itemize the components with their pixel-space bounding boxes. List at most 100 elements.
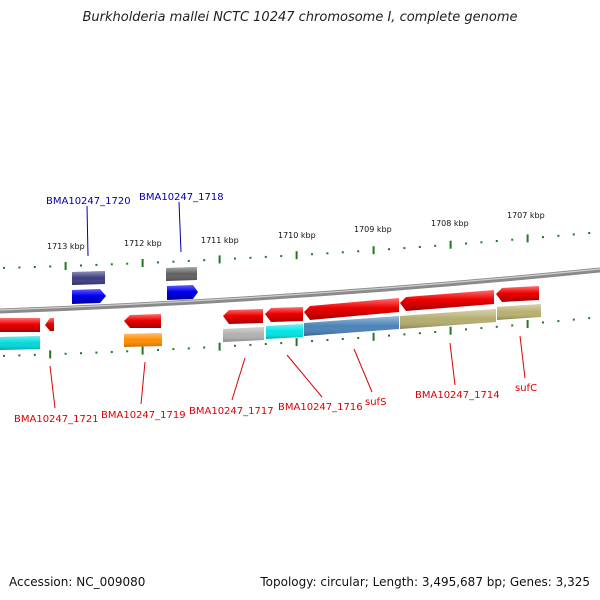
reverse-cog-bars [0, 304, 541, 350]
gene-label: sufC [515, 383, 537, 394]
minor-tick [172, 260, 175, 263]
cds-forward-arrow [72, 289, 106, 304]
minor-tick [64, 352, 67, 355]
minor-tick [126, 350, 129, 353]
minor-tick [341, 251, 344, 254]
minor-tick [80, 264, 82, 267]
minor-tick [357, 336, 360, 339]
major-tick [526, 320, 529, 328]
major-tick [218, 342, 221, 351]
minor-tick [264, 343, 267, 345]
chromosome-backbone [0, 267, 600, 314]
major-tick [141, 259, 144, 267]
minor-tick [249, 256, 252, 259]
gene-label: BMA10247_1714 [415, 390, 500, 401]
major-tick [141, 346, 144, 355]
minor-tick [572, 318, 575, 321]
major-tick [526, 234, 529, 243]
minor-tick [511, 324, 514, 327]
minor-tick [33, 353, 36, 356]
minor-tick [172, 348, 175, 351]
minor-tick [326, 339, 329, 341]
minor-tick [95, 351, 98, 354]
reverse-cds[interactable] [0, 286, 539, 332]
minor-tick [203, 259, 206, 262]
cds-forward-arrow [167, 285, 198, 300]
minor-tick [465, 242, 467, 245]
minor-tick [557, 320, 560, 323]
gene-label: BMA10247_1717 [189, 406, 274, 417]
minor-tick [280, 342, 283, 345]
forward-cds[interactable] [72, 285, 198, 304]
kbp-label: 1711 kbp [201, 236, 239, 245]
minor-tick [357, 250, 360, 253]
figure-title: Burkholderia mallei NCTC 10247 chromosom… [82, 10, 518, 25]
minor-tick [480, 327, 483, 330]
kbp-label: 1708 kbp [431, 219, 469, 228]
forward-gene-labels: BMA10247_1720 BMA10247_1718 [46, 192, 224, 257]
minor-tick [434, 244, 437, 247]
major-tick [449, 326, 452, 335]
minor-tick [311, 253, 313, 256]
minor-tick [388, 248, 390, 251]
major-tick [372, 246, 375, 255]
minor-tick [588, 232, 591, 234]
minor-tick [249, 343, 252, 346]
lower-tick-ruler [3, 317, 591, 359]
kbp-labels: 1713 kbp 1712 kbp 1711 kbp 1710 kbp 1709… [47, 211, 545, 251]
minor-tick [326, 252, 329, 255]
cds-reverse-arrow [45, 318, 54, 331]
minor-tick [280, 255, 283, 258]
minor-tick [480, 241, 483, 244]
major-tick [449, 240, 452, 249]
minor-tick [557, 234, 560, 237]
gene-label: BMA10247_1721 [14, 414, 99, 425]
accession-text: Accession: NC_009080 [9, 575, 146, 589]
forward-cog-bars [72, 267, 197, 285]
minor-tick [465, 328, 467, 331]
minor-tick [542, 321, 544, 324]
minor-tick [203, 346, 206, 349]
minor-tick [588, 317, 591, 320]
minor-tick [3, 354, 5, 357]
minor-tick [311, 340, 313, 343]
minor-tick [403, 247, 406, 250]
upper-tick-ruler [3, 232, 591, 270]
major-tick [295, 338, 298, 347]
kbp-label: 1709 kbp [354, 225, 392, 234]
kbp-label: 1707 kbp [507, 211, 545, 220]
minor-tick [80, 352, 82, 355]
minor-tick [110, 263, 113, 266]
minor-tick [18, 266, 21, 269]
cds-reverse-arrow [0, 318, 40, 332]
kbp-label: 1712 kbp [124, 239, 162, 248]
minor-tick [511, 238, 514, 241]
minor-tick [110, 351, 113, 353]
kbp-label: 1713 kbp [47, 242, 85, 251]
minor-tick [434, 331, 437, 333]
gene-label: BMA10247_1720 [46, 196, 131, 207]
major-tick [295, 251, 298, 260]
minor-tick [18, 354, 21, 357]
reverse-gene-labels: BMA10247_1721 BMA10247_1719 BMA10247_171… [14, 335, 537, 425]
minor-tick [95, 263, 98, 266]
minor-tick [234, 257, 236, 260]
major-tick [64, 262, 67, 270]
minor-tick [418, 332, 421, 335]
cds-reverse-arrow [223, 309, 263, 324]
gene-label: BMA10247_1716 [278, 402, 363, 413]
major-tick [218, 255, 221, 264]
minor-tick [264, 255, 267, 258]
minor-tick [126, 262, 129, 265]
genome-summary-text: Topology: circular; Length: 3,495,687 bp… [260, 575, 590, 589]
minor-tick [495, 325, 498, 328]
gene-label: BMA10247_1718 [139, 192, 224, 203]
minor-tick [572, 233, 575, 236]
minor-tick [341, 338, 344, 340]
minor-tick [157, 348, 159, 351]
minor-tick [3, 266, 5, 269]
cds-reverse-arrow [124, 314, 161, 328]
minor-tick [542, 236, 544, 239]
